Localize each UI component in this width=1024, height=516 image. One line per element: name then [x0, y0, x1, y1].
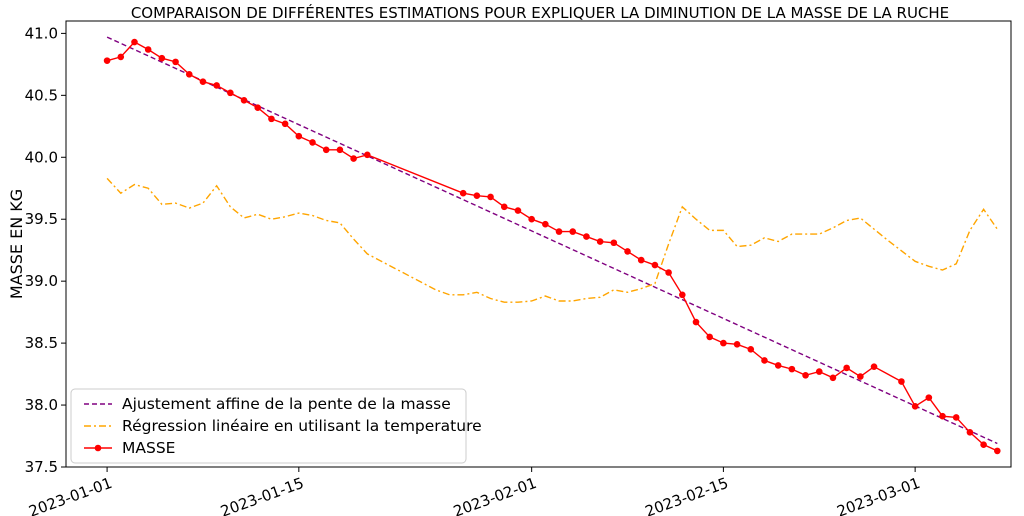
masse-point: [500, 203, 508, 211]
masse-point: [528, 215, 535, 223]
masse-point: [761, 357, 768, 364]
masse-point: [268, 115, 275, 123]
series-line-0: [106, 36, 998, 445]
legend-box: [70, 388, 467, 464]
masse-point: [213, 82, 220, 89]
masse-point: [679, 291, 686, 299]
masse-point: [692, 318, 700, 326]
masse-point: [815, 368, 823, 375]
y-tick-label: 40.5: [25, 86, 58, 104]
masse-point: [144, 46, 152, 53]
series-layer: [103, 36, 1001, 455]
masse-point: [117, 53, 125, 61]
masse-point: [542, 220, 549, 228]
x-tick-label: 2023-01-15: [218, 474, 306, 516]
masse-point: [952, 414, 960, 421]
masse-point: [610, 239, 618, 247]
masse-point: [911, 402, 919, 410]
masse-point: [733, 341, 741, 348]
masse-point: [802, 372, 809, 379]
masse-point: [747, 346, 755, 353]
masse-point: [459, 189, 467, 197]
legend-marker: [94, 444, 102, 452]
y-tick-label: 38.0: [25, 396, 58, 414]
y-tick-label: 37.5: [25, 458, 58, 476]
masse-point: [624, 248, 631, 255]
masse-point: [487, 193, 494, 201]
masse-point: [980, 441, 987, 449]
masse-point: [994, 447, 1001, 455]
legend-label-0: Ajustement affine de la pente de la mass…: [122, 395, 451, 413]
masse-point: [829, 374, 837, 382]
masse-point: [898, 378, 905, 385]
legend-label-2: MASSE: [122, 439, 175, 457]
masse-point: [720, 339, 727, 347]
masse-point: [322, 146, 330, 154]
masse-point: [514, 207, 522, 214]
y-tick-label: 39.5: [25, 210, 58, 228]
masse-point: [227, 89, 234, 97]
masse-point: [350, 155, 357, 162]
y-tick-label: 40.0: [25, 148, 58, 166]
masse-point: [870, 363, 878, 370]
masse-point: [596, 238, 604, 245]
masse-point: [295, 132, 303, 140]
masse-point: [651, 261, 659, 269]
masse-point: [199, 78, 207, 86]
masse-point: [240, 96, 248, 104]
masse-point: [336, 146, 344, 154]
legend-label-1: Régression linéaire en utilisant la temp…: [122, 417, 482, 435]
masse-point: [309, 139, 316, 146]
legend: Ajustement affine de la pente de la mass…: [70, 388, 482, 464]
x-tick-label: 2023-02-15: [643, 474, 731, 516]
masse-point: [364, 151, 371, 159]
masse-point: [706, 333, 713, 341]
y-axis-label: MASSE EN KG: [7, 189, 26, 299]
y-tick-label: 39.0: [25, 272, 58, 290]
masse-point: [158, 54, 166, 62]
y-tick-label: 41.0: [25, 24, 58, 42]
masse-point: [172, 58, 179, 66]
y-axis-ticks: 37.5 38.0 38.5 39.0 39.5 40.0 40.5 41.0: [25, 24, 66, 476]
y-tick-label: 38.5: [25, 334, 58, 352]
masse-point: [665, 269, 672, 276]
masse-point: [254, 104, 262, 112]
masse-point: [843, 364, 850, 372]
masse-point: [473, 192, 481, 199]
masse-point: [925, 394, 933, 401]
masse-point: [966, 429, 974, 436]
masse-point: [583, 233, 590, 240]
masse-point: [788, 365, 796, 373]
chart-title: COMPARAISON DE DIFFÉRENTES ESTIMATIONS P…: [131, 3, 949, 22]
x-axis-ticks: 2023-01-01 2023-01-15 2023-02-01 2023-02-15…: [26, 467, 922, 516]
masse-point: [185, 70, 193, 78]
masse-point: [103, 57, 111, 64]
masse-point: [857, 373, 864, 380]
masse-point: [637, 256, 645, 264]
masse-point: [281, 120, 289, 128]
x-tick-label: 2023-01-01: [26, 474, 114, 516]
masse-point: [131, 38, 138, 46]
masse-point: [569, 228, 577, 235]
x-tick-label: 2023-03-01: [834, 474, 922, 516]
masse-point: [555, 228, 563, 235]
masse-point: [939, 412, 946, 420]
x-tick-label: 2023-02-01: [451, 474, 539, 516]
masse-point: [774, 362, 782, 369]
